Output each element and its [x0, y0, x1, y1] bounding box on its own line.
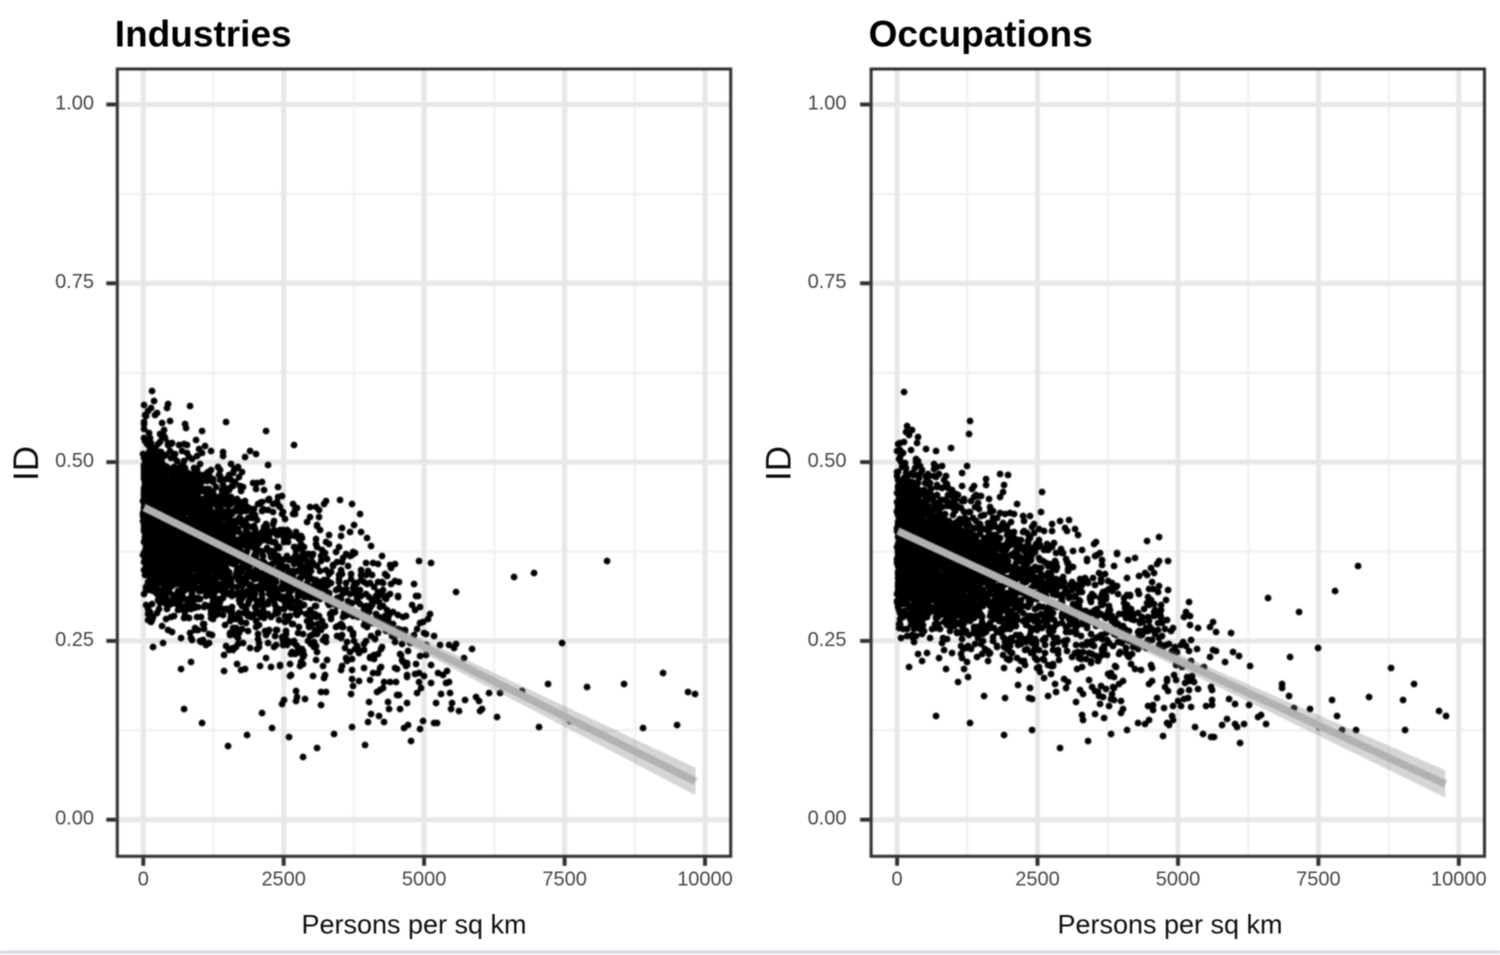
svg-text:0.00: 0.00	[808, 808, 847, 830]
svg-text:0.25: 0.25	[808, 629, 847, 651]
svg-text:5000: 5000	[402, 869, 447, 891]
svg-text:ID: ID	[7, 446, 46, 481]
svg-text:0: 0	[892, 869, 903, 891]
svg-text:0.75: 0.75	[55, 271, 94, 293]
svg-text:2500: 2500	[1015, 869, 1060, 891]
svg-text:1.00: 1.00	[808, 92, 847, 114]
svg-text:10000: 10000	[1431, 869, 1487, 891]
svg-text:Persons per sq km: Persons per sq km	[301, 909, 526, 939]
svg-text:5000: 5000	[1156, 869, 1201, 891]
svg-text:0.25: 0.25	[55, 629, 94, 651]
svg-text:0: 0	[138, 869, 149, 891]
svg-text:0.00: 0.00	[55, 808, 94, 830]
svg-text:Persons per sq km: Persons per sq km	[1057, 909, 1282, 939]
svg-text:1.00: 1.00	[55, 92, 94, 114]
svg-text:0.75: 0.75	[808, 271, 847, 293]
svg-text:2500: 2500	[261, 869, 306, 891]
svg-text:10000: 10000	[677, 869, 733, 891]
svg-text:7500: 7500	[1296, 869, 1341, 891]
svg-text:Occupations: Occupations	[869, 13, 1093, 54]
svg-text:0.50: 0.50	[55, 450, 94, 472]
svg-text:ID: ID	[760, 446, 799, 481]
svg-text:7500: 7500	[542, 869, 587, 891]
svg-text:0.50: 0.50	[808, 450, 847, 472]
svg-text:Industries: Industries	[115, 13, 292, 54]
